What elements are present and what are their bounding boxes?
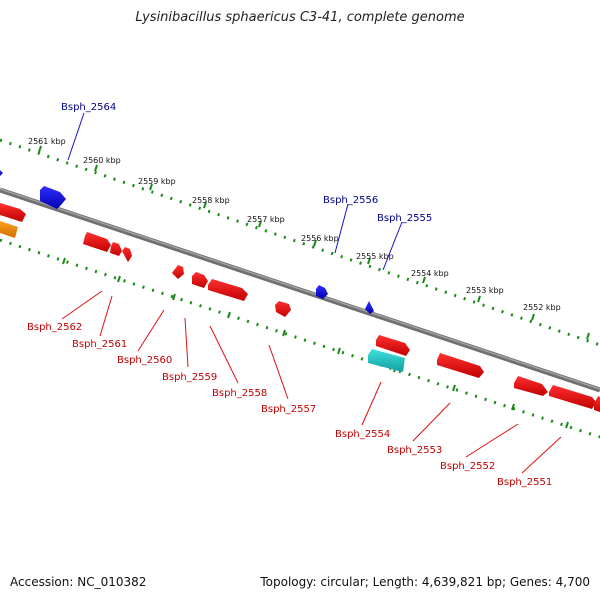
outer-tick-track xyxy=(0,138,600,347)
scale-label: 2561 kbp xyxy=(28,137,66,146)
scale-label: 2553 kbp xyxy=(466,286,504,295)
gene-label-reverse: Bsph_2551 xyxy=(497,477,552,488)
major-tick xyxy=(258,220,262,228)
leader-line xyxy=(209,325,239,384)
inner-tick-track xyxy=(0,238,600,439)
scale-label: 2559 kbp xyxy=(138,177,176,186)
gene-arrow xyxy=(83,232,111,252)
leader-line xyxy=(137,309,165,352)
gene-arrow xyxy=(275,301,291,317)
leader-line xyxy=(521,436,562,474)
forward-genes xyxy=(0,170,374,314)
gene-arrow xyxy=(594,396,600,412)
major-tick xyxy=(531,313,535,321)
gene-arrow xyxy=(208,279,248,301)
gene-arrow xyxy=(192,272,208,288)
gene-arrow xyxy=(172,265,184,279)
accession-text: Accession: NC_010382 xyxy=(10,575,147,589)
gene-arrow xyxy=(316,285,328,299)
scale-label: 2560 kbp xyxy=(83,156,121,165)
gene-arrow-orange xyxy=(0,221,18,238)
scale-label: 2555 kbp xyxy=(356,252,394,261)
map-title: Lysinibacillus sphaericus C3-41, complet… xyxy=(135,10,465,25)
scale-label: 2557 kbp xyxy=(247,215,285,224)
gene-arrow xyxy=(110,242,122,256)
major-tick xyxy=(511,403,515,411)
gene-arrow xyxy=(122,247,132,262)
major-tick xyxy=(565,421,569,429)
leader-line xyxy=(67,112,85,161)
scale-label: 2554 kbp xyxy=(411,269,449,278)
gene-arrow xyxy=(40,186,66,209)
leader-line xyxy=(61,290,103,320)
leader-line xyxy=(268,344,289,400)
major-tick xyxy=(367,257,371,265)
major-tick xyxy=(337,347,341,355)
major-tick xyxy=(62,257,66,265)
gene-arrow xyxy=(514,376,548,396)
scale-label: 2552 kbp xyxy=(523,303,561,312)
gene-label-reverse: Bsph_2559 xyxy=(162,372,217,383)
gene-label-reverse: Bsph_2552 xyxy=(440,461,495,472)
genome-backbone xyxy=(0,187,600,393)
gene-arrow xyxy=(437,353,484,378)
leader-line xyxy=(361,381,382,426)
gene-label-reverse: Bsph_2562 xyxy=(27,322,82,333)
gene-arrow xyxy=(376,335,410,356)
gene-arrow xyxy=(365,301,374,314)
leader-line xyxy=(412,402,451,442)
topology-text: Topology: circular; Length: 4,639,821 bp… xyxy=(260,575,590,589)
leader-line xyxy=(382,221,403,271)
gene-label-forward: Bsph_2556 xyxy=(323,195,378,206)
major-tick xyxy=(282,329,286,337)
gene-label-forward: Bsph_2555 xyxy=(377,213,432,224)
leader-line xyxy=(334,203,349,254)
major-tick xyxy=(452,384,456,392)
major-tick xyxy=(227,311,231,319)
major-tick xyxy=(38,145,42,153)
gene-label-reverse: Bsph_2557 xyxy=(261,404,316,415)
gene-arrow-cyan xyxy=(368,349,405,372)
major-tick xyxy=(477,295,481,303)
reverse-genes xyxy=(0,203,600,412)
major-tick xyxy=(149,183,153,191)
gene-label-forward: Bsph_2564 xyxy=(61,102,116,113)
gene-label-reverse: Bsph_2561 xyxy=(72,339,127,350)
major-tick xyxy=(313,239,317,247)
gene-arrow xyxy=(0,170,3,176)
scale-label: 2558 kbp xyxy=(192,196,230,205)
leader-line xyxy=(465,423,519,458)
major-tick xyxy=(203,201,207,209)
leader-line xyxy=(99,295,113,337)
major-tick xyxy=(94,164,98,172)
major-tick xyxy=(172,293,176,301)
gene-label-reverse: Bsph_2558 xyxy=(212,388,267,399)
gene-label-reverse: Bsph_2560 xyxy=(117,355,172,366)
gene-arrow xyxy=(549,385,596,409)
major-tick xyxy=(117,275,121,283)
gene-label-reverse: Bsph_2554 xyxy=(335,429,390,440)
scale-label: 2556 kbp xyxy=(301,234,339,243)
leader-line xyxy=(184,317,189,368)
major-tick xyxy=(422,276,426,284)
gene-label-reverse: Bsph_2553 xyxy=(387,445,442,456)
gene-arrow xyxy=(0,203,26,222)
major-tick xyxy=(586,332,590,340)
